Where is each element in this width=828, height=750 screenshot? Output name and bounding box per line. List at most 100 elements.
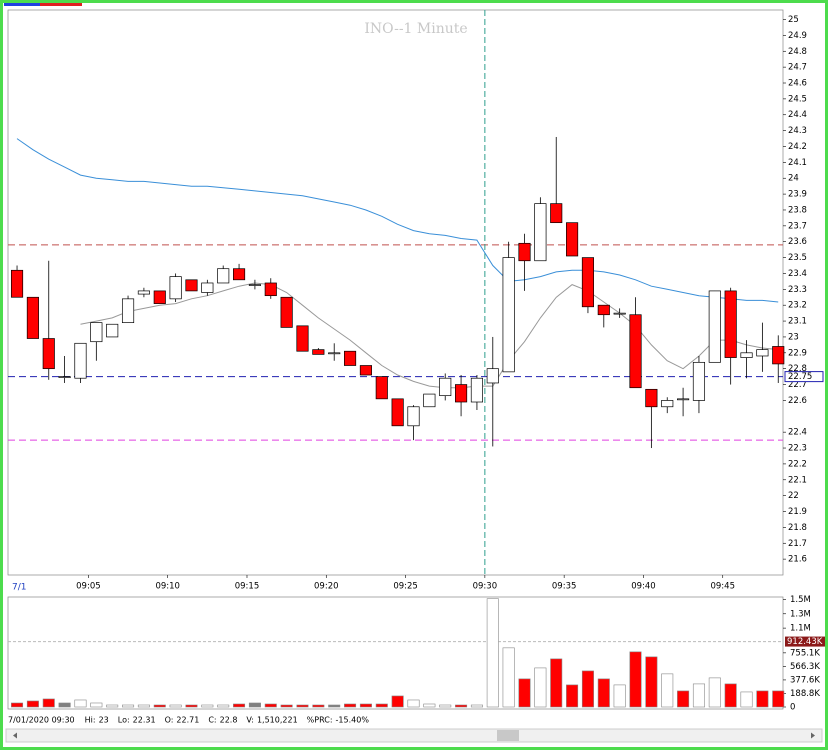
volume-bar xyxy=(581,670,594,708)
volume-bar xyxy=(439,704,452,708)
volume-bar xyxy=(359,703,372,708)
volume-bar xyxy=(248,702,261,708)
candle-body xyxy=(566,222,579,257)
y-tick-label: 24.6 xyxy=(788,79,807,89)
x-tick-label: 09:35 xyxy=(552,582,577,592)
y-tick-label: 23.9 xyxy=(788,190,807,200)
volume-bar xyxy=(106,704,119,708)
volume-bar xyxy=(518,678,531,708)
x-tick-label: 09:30 xyxy=(473,582,498,592)
y-tick-label: 22.6 xyxy=(788,396,807,406)
price-plot-frame xyxy=(7,9,784,576)
status-label: %PRC: xyxy=(307,716,333,725)
status-label: V: xyxy=(246,716,254,725)
start-date-label: 7/1 xyxy=(12,583,26,593)
candle-body xyxy=(169,276,182,300)
volume-bar xyxy=(629,651,642,708)
candle-body xyxy=(550,203,563,224)
tab-blue xyxy=(4,3,40,6)
candle-body xyxy=(232,268,246,281)
volume-bar xyxy=(264,703,277,708)
x-tick-label: 09:15 xyxy=(235,582,260,592)
candle-body xyxy=(677,398,690,401)
volume-bar xyxy=(740,691,753,708)
status-label: C: xyxy=(208,716,216,725)
volume-bar xyxy=(423,703,436,708)
y-tick-label: 22.1 xyxy=(788,475,807,485)
volume-bar xyxy=(375,703,388,708)
y-tick-label: 23.2 xyxy=(788,301,807,311)
reference-label: 22.75 xyxy=(788,372,812,382)
scrollbar[interactable] xyxy=(5,728,823,743)
x-tick-label: 09:10 xyxy=(155,582,180,592)
y-tick-label: 22.7 xyxy=(788,380,807,390)
volume-bar xyxy=(772,690,785,708)
indicator-line xyxy=(80,282,779,389)
y-tick-label: 377.6K xyxy=(790,675,820,685)
x-tick-label: 09:20 xyxy=(314,582,339,592)
volume-bar xyxy=(597,678,610,708)
volume-bar xyxy=(692,683,705,708)
candle-body xyxy=(645,388,658,408)
volume-bar xyxy=(122,704,135,708)
volume-bar xyxy=(661,673,674,708)
volume-bar xyxy=(74,699,87,708)
candle-body xyxy=(58,376,71,378)
candle-body xyxy=(217,268,230,284)
candle-body xyxy=(740,352,753,358)
candle-body xyxy=(486,368,499,384)
y-tick-label: 0 xyxy=(790,703,795,713)
candle-body xyxy=(312,349,325,355)
scroll-thumb[interactable] xyxy=(497,730,519,741)
x-tick-label: 09:25 xyxy=(393,582,418,592)
y-tick-label: 1.5M xyxy=(790,595,811,605)
volume-bar xyxy=(328,704,341,708)
chart-title: INO--1 Minute xyxy=(364,21,467,37)
candle-body xyxy=(772,346,785,365)
y-tick-label: 24 xyxy=(788,174,799,184)
candle-body xyxy=(661,400,674,408)
y-tick-label: 24.5 xyxy=(788,94,807,104)
status-value: -15.40% xyxy=(336,716,370,725)
y-tick-label: 23.1 xyxy=(788,317,807,327)
y-tick-label: 22.4 xyxy=(788,428,807,438)
volume-marker-label: 912.43K xyxy=(787,637,823,647)
candle-body xyxy=(597,304,610,316)
volume-bar xyxy=(233,703,246,708)
candle-body xyxy=(724,290,737,358)
volume-bar xyxy=(455,704,468,708)
y-tick-label: 21.6 xyxy=(788,555,807,565)
candle-body xyxy=(518,242,531,262)
candle-body xyxy=(106,323,119,338)
volume-bar xyxy=(724,683,737,708)
y-tick-label: 24.4 xyxy=(788,110,807,120)
volume-marker-box xyxy=(785,636,825,647)
y-tick-label: 22.8 xyxy=(788,364,807,374)
candle-body xyxy=(375,376,388,400)
y-tick-label: 1.1M xyxy=(790,624,811,634)
y-tick-label: 23.4 xyxy=(788,269,807,279)
candle-body xyxy=(185,279,198,292)
candle-body xyxy=(344,350,357,366)
volume-bar xyxy=(645,656,658,708)
candle-body xyxy=(328,352,341,355)
x-tick-label: 09:05 xyxy=(76,582,101,592)
tab-red xyxy=(40,3,82,6)
volume-bar xyxy=(137,704,150,708)
volume-bar xyxy=(26,700,39,708)
y-tick-label: 21.9 xyxy=(788,507,807,517)
candle-body xyxy=(137,290,150,295)
y-tick-label: 24.2 xyxy=(788,142,807,152)
status-label: Lo: xyxy=(118,716,130,725)
volume-bar xyxy=(280,704,293,708)
y-tick-label: 22.3 xyxy=(788,444,807,454)
y-tick-label: 24.3 xyxy=(788,126,807,136)
indicator-line xyxy=(16,138,779,303)
y-tick-label: 24.7 xyxy=(788,63,807,73)
candle-body xyxy=(407,406,420,427)
x-tick-label: 09:45 xyxy=(710,582,735,592)
candle-body xyxy=(74,342,87,379)
volume-bar xyxy=(677,690,690,708)
candle-body xyxy=(121,298,135,324)
candle-body xyxy=(613,312,626,315)
